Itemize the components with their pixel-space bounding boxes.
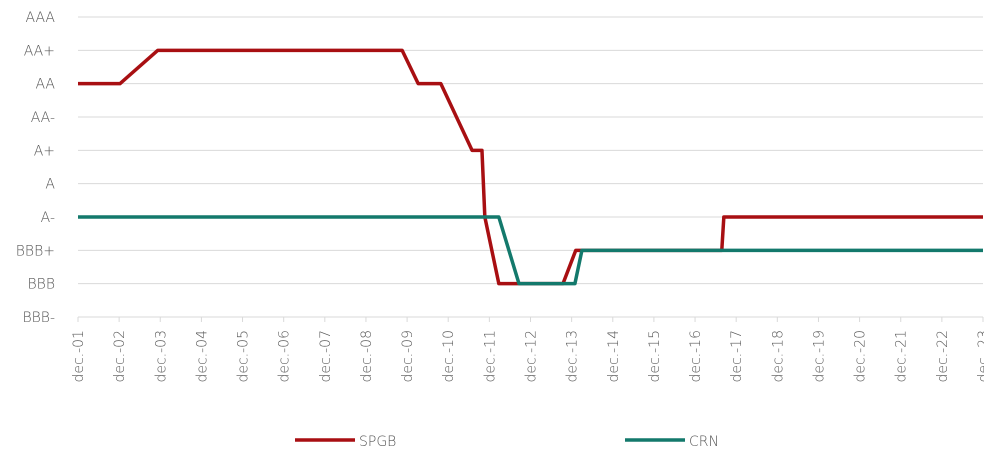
x-tick-label: dec.-08 [359, 330, 375, 383]
x-tick-label: dec.-01 [71, 330, 87, 383]
y-tick-label: AA [35, 77, 55, 93]
y-tick-label: A+ [34, 143, 55, 159]
y-tick-label: AAA [25, 10, 55, 26]
y-tick-label: BBB+ [16, 243, 55, 259]
x-tick-label: dec.-22 [935, 330, 951, 383]
line-series [78, 215, 983, 286]
x-tick-label: dec.-04 [194, 330, 210, 383]
x-tick-label: dec.-02 [112, 330, 128, 383]
x-tick-label: dec.-17 [729, 330, 745, 383]
x-tick-label: dec.-10 [441, 330, 457, 383]
y-tick-label: BBB- [22, 310, 55, 326]
y-tick-label: A- [41, 210, 55, 226]
x-tick-label: dec.-18 [770, 330, 786, 383]
legend-label: SPGB [359, 434, 396, 450]
x-tick-label: dec.-05 [236, 330, 252, 383]
y-tick-label: BBB [27, 277, 55, 293]
x-tick-label: dec.-06 [277, 330, 293, 383]
y-tick-label: AA- [31, 110, 55, 126]
x-tick-label: dec.-15 [647, 330, 663, 383]
y-tick-label: A [45, 177, 55, 193]
legend-label: CRN [689, 434, 719, 450]
x-tick-label: dec.-11 [482, 330, 498, 383]
x-tick-label: dec.-14 [606, 330, 622, 383]
x-tick-label: dec.-13 [565, 330, 581, 383]
x-tick-label: dec.-19 [811, 330, 827, 383]
x-tick-label: dec.-09 [400, 330, 416, 383]
x-tick-label: dec.-16 [688, 330, 704, 383]
x-tick-label: dec.-21 [894, 330, 910, 383]
x-tick-label: dec.-12 [524, 330, 540, 383]
x-tick-label: dec.-07 [318, 330, 334, 383]
y-tick-label: AA+ [24, 43, 55, 59]
x-tick-label: dec.-03 [153, 330, 169, 383]
x-tick-label: dec.-23 [976, 330, 984, 383]
x-tick-label: dec.-20 [853, 330, 869, 383]
